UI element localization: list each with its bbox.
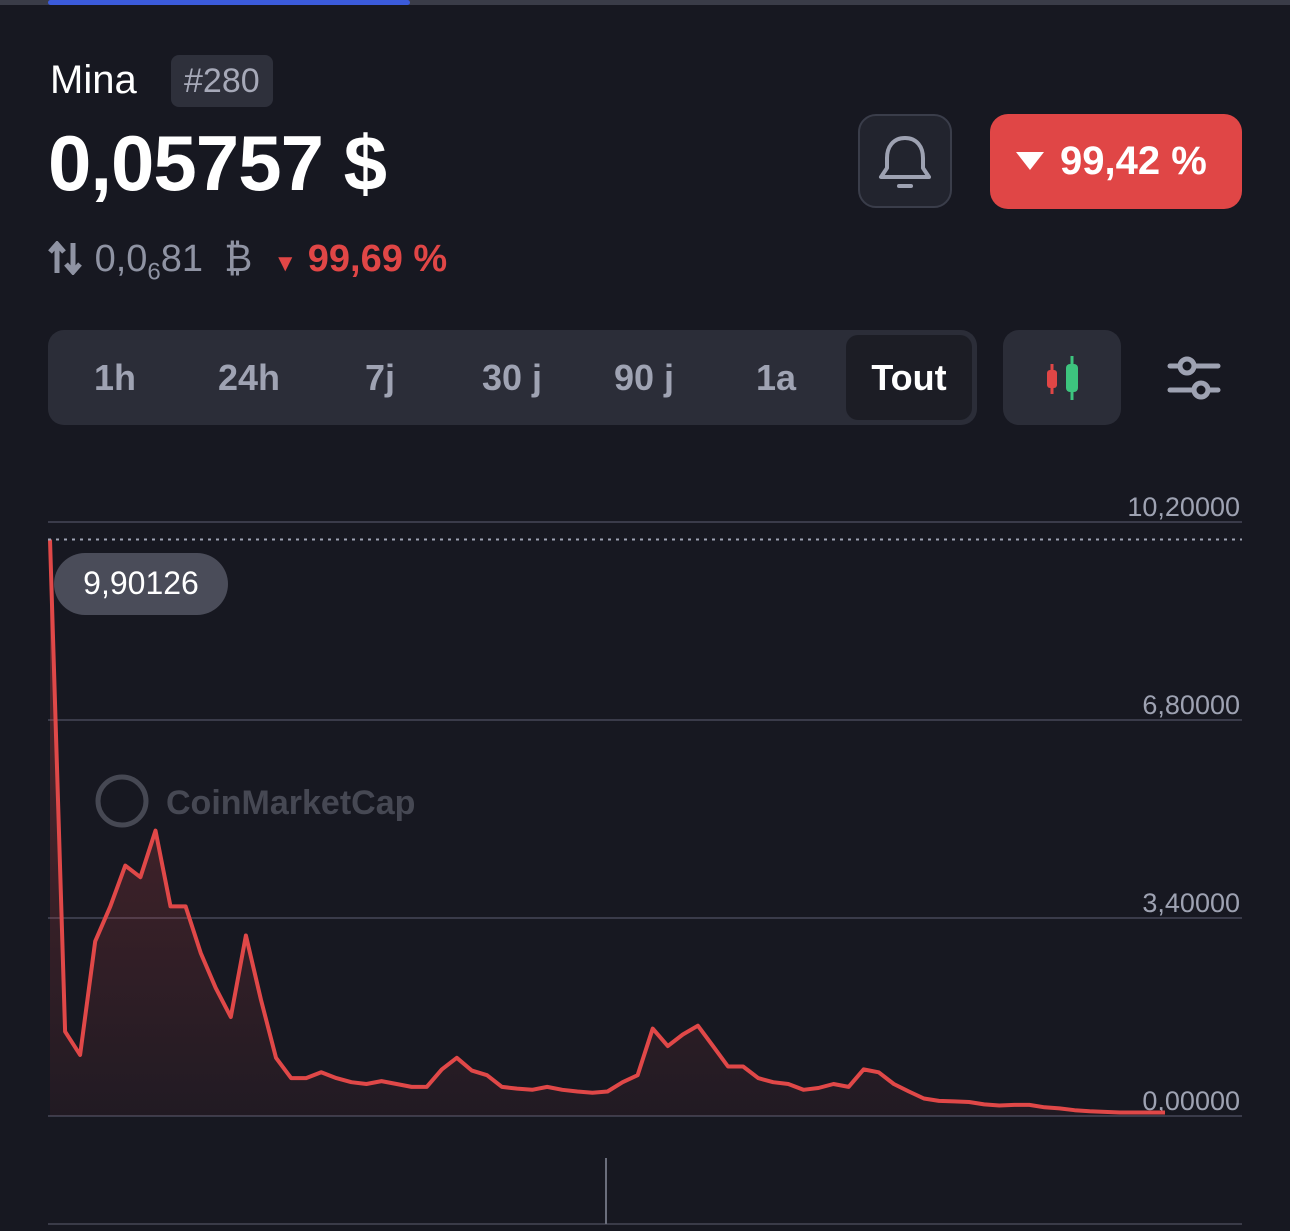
area-fill <box>50 539 1165 1116</box>
y-tick-label: 10,20000 <box>1127 492 1240 522</box>
y-tick-label: 6,80000 <box>1142 690 1240 720</box>
price-line <box>48 539 1165 1115</box>
coin-rank: #280 <box>171 55 273 107</box>
coin-price: 0,05757 $ <box>48 119 387 207</box>
y-tick-label: 3,40000 <box>1142 888 1240 918</box>
progress-bar <box>48 0 410 5</box>
btc-down-arrow: ▼ <box>273 250 298 277</box>
timeframe-tab[interactable]: 30 j <box>481 357 543 398</box>
max-label: 9,90126 <box>83 565 199 601</box>
watermark-text: CoinMarketCap <box>166 784 415 822</box>
max-pill <box>54 553 228 615</box>
bell-icon <box>879 136 931 188</box>
timeframe-tab[interactable]: 1h <box>93 357 136 398</box>
timeframe-tab[interactable]: Tout <box>846 335 972 420</box>
progress-track <box>0 0 1290 5</box>
timeframe-tab[interactable]: 1a <box>755 357 797 398</box>
timeframe-tab[interactable]: 24h <box>217 357 281 398</box>
candle-icon <box>1047 356 1078 400</box>
btc-digits: 81 <box>160 238 204 280</box>
btc-prefix: 0,0 <box>94 238 148 280</box>
btc-symbol: ₿ <box>224 238 253 280</box>
timeframe-tabs: 1h 24h 7j 30 j 90 j 1a Tout <box>48 330 977 425</box>
btc-row: 0,0681 ₿ ▼ 99,69 % <box>48 238 447 287</box>
coin-name: Mina <box>50 58 137 102</box>
settings-icon[interactable] <box>1165 352 1225 404</box>
change-badge: 99,42 % <box>990 114 1242 209</box>
timeframe-tab[interactable]: 90 j <box>613 357 675 398</box>
swap-icon <box>48 240 82 276</box>
watermark: CoinMarketCap <box>95 774 415 828</box>
btc-zeros: 6 <box>147 258 161 286</box>
btc-change: 99,69 % <box>307 238 448 280</box>
candle-toggle[interactable] <box>1003 330 1121 425</box>
alert-button[interactable] <box>858 114 952 208</box>
change-value: 99,42 % <box>1060 139 1207 183</box>
timeframe-tab[interactable]: 7j <box>364 357 396 398</box>
down-arrow <box>1016 152 1044 170</box>
